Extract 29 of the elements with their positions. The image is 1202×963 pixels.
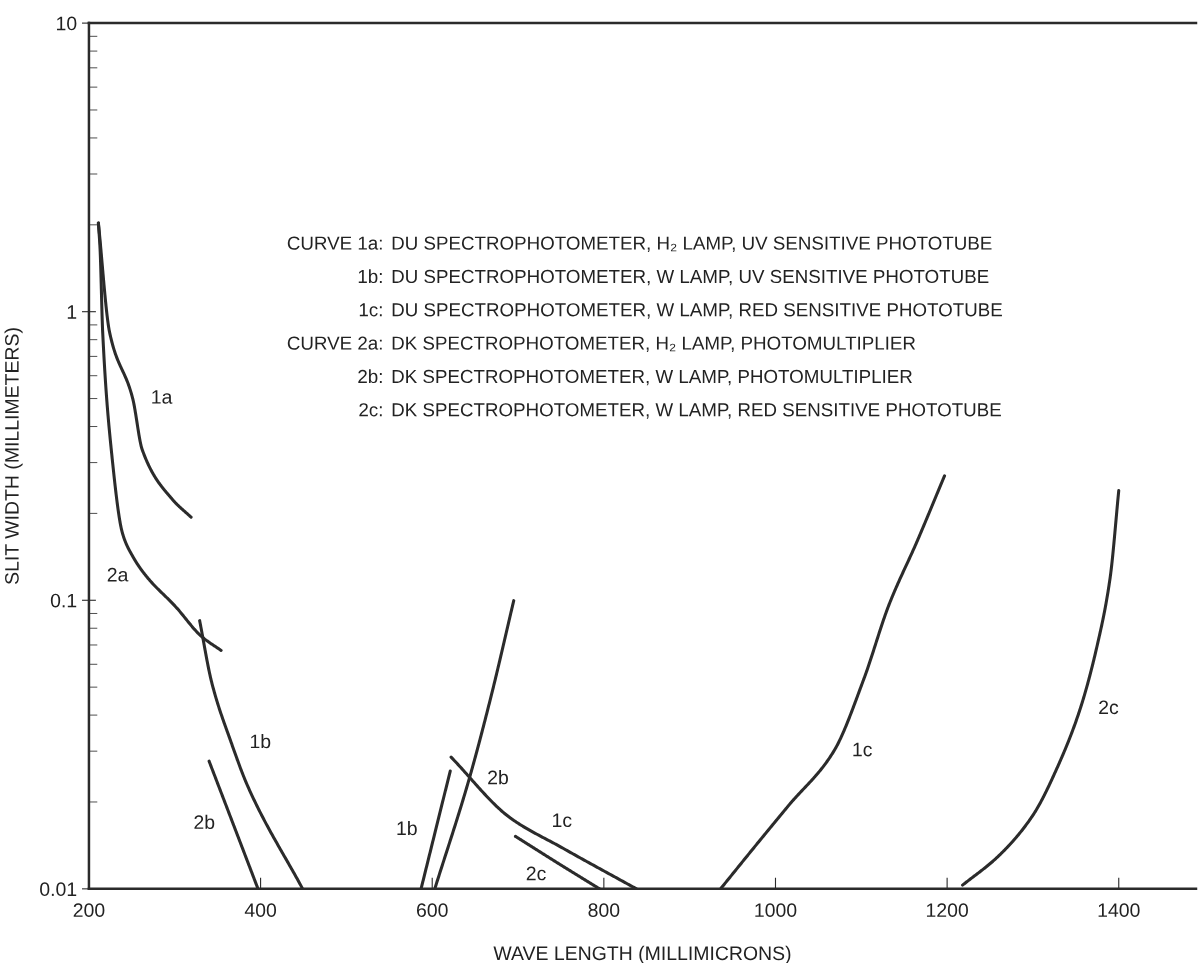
annotation: 1b [250,734,271,749]
annotation: 2c [526,866,546,881]
y-tick-label: 0.1 [50,593,77,608]
y-tick-label: 1 [67,305,77,319]
annotation: 2c [1099,700,1119,715]
annotation: 1c: DU SPECTROPHOTOMETER, W LAMP, RED SENSITIVE PHOTOTUBE [359,303,1002,319]
annotation: 1c [853,742,872,757]
annotation: 2b: DK SPECTROPHOTOMETER, W LAMP, PHOTOMULTIPLIER [358,369,912,386]
annotation: 1b [397,820,417,836]
annotation: 1b: DU SPECTROPHOTOMETER, W LAMP, UV SENSITIVE PHOTOTUBE [358,269,989,286]
x-tick-label: 1200 [926,903,968,918]
annotation: 2c: DK SPECTROPHOTOMETER, W LAMP, RED SENSITIVE PHOTOTUBE [359,403,1001,419]
x-axis-title: WAVE LENGTH (MILLIMICRONS) [493,945,791,963]
annotation: 1c [553,813,572,828]
annotation: CURVE 1a: DU SPECTROPHOTOMETER, H₂ LAMP, UV SENSITIVE PHOTOTUBE [287,236,992,252]
x-tick-label: 800 [588,903,620,918]
x-tick-label: 200 [73,903,105,918]
annotation: 1a [152,390,173,404]
y-axis-title: SLIT WIDTH (MILLIMETERS) [4,328,23,585]
annotation: CURVE 2a: DK SPECTROPHOTOMETER, H₂ LAMP, PHOTOMULTIPLIER [287,336,916,352]
y-tick-label: 0.01 [40,882,77,897]
x-tick-label: 600 [416,903,448,918]
y-tick-label: 10 [57,16,77,31]
x-tick-label: 1000 [755,903,797,918]
annotation: 2b [488,770,508,785]
annotation: 2a [107,567,129,582]
x-tick-label: 1400 [1098,903,1140,918]
annotation: 2b [194,814,215,830]
x-tick-label: 400 [244,903,277,918]
